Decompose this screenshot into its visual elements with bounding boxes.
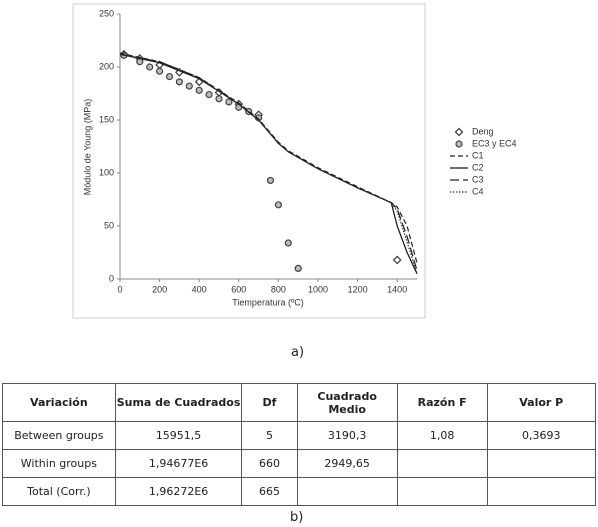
table-header: Variación Suma de Cuadrados Df Cuadrado Med… xyxy=(2,383,597,422)
chart: Tiemperatura (ºC) Módulo de Young (MPa) … xyxy=(72,3,517,319)
table-caption: b) xyxy=(290,510,304,525)
table-cell xyxy=(486,477,597,506)
point xyxy=(195,86,203,94)
legend-label: C3 xyxy=(472,174,484,184)
line xyxy=(119,53,418,274)
table-cell: Cuadrado Medio xyxy=(296,383,398,422)
table-cell xyxy=(396,477,488,506)
x-tick-label: 1000 xyxy=(308,284,328,294)
y-tick-label: 50 xyxy=(104,220,114,230)
legend-marker xyxy=(454,127,464,137)
point xyxy=(392,255,402,265)
table-cell: 665 xyxy=(241,477,298,506)
table-row: Within groups 1,94677E6 660 2949,65 xyxy=(2,449,597,478)
x-tick-label: 200 xyxy=(152,284,167,294)
x-tick-label: 800 xyxy=(271,284,286,294)
point xyxy=(215,95,223,103)
y-tick-label: 200 xyxy=(99,61,114,71)
point xyxy=(205,90,213,99)
point xyxy=(284,239,292,247)
legend-label: C4 xyxy=(472,186,484,196)
table-cell: Within groups xyxy=(2,449,116,478)
x-tick-label: 0 xyxy=(117,284,122,294)
point xyxy=(266,176,275,185)
table-row: Total (Corr.) 1,96272E6 665 xyxy=(2,477,597,506)
table-cell: 2949,65 xyxy=(296,449,398,478)
chart-frame xyxy=(72,3,426,319)
table-cell: 1,08 xyxy=(396,421,488,450)
x-axis-label: Tiemperatura (ºC) xyxy=(232,297,303,307)
y-tick-label: 250 xyxy=(99,8,114,18)
anova-table: Variación Suma de Cuadrados Df Cuadrado Med… xyxy=(2,383,597,506)
x-tick-label: 400 xyxy=(192,284,207,294)
table-cell: 0,3693 xyxy=(486,421,597,450)
legend-label: C1 xyxy=(472,150,484,160)
point xyxy=(274,201,282,209)
table-cell: 3190,3 xyxy=(296,421,398,450)
table-cell xyxy=(486,449,597,478)
table-cell: Razón F xyxy=(396,383,488,422)
table-cell: Variación xyxy=(2,383,116,422)
table-cell: Valor P xyxy=(486,383,597,422)
table-cell: 660 xyxy=(241,449,298,478)
y-tick-label: 150 xyxy=(99,114,114,124)
chart-caption: a) xyxy=(291,345,305,360)
line xyxy=(119,53,418,271)
table-cell: 1,96272E6 xyxy=(114,477,243,506)
point xyxy=(146,63,154,71)
point xyxy=(156,67,164,75)
y-axis-label: Módulo de Young (MPa) xyxy=(82,99,92,196)
table-cell: Suma de Cuadrados xyxy=(114,383,243,422)
table-cell xyxy=(396,449,488,478)
line xyxy=(119,52,418,264)
x-tick-label: 1400 xyxy=(387,284,407,294)
table-row: Between groups 15951,5 5 3190,3 1,08 0,3693 xyxy=(2,421,597,450)
y-tick-label: 0 xyxy=(109,273,114,283)
legend-marker xyxy=(455,140,463,148)
legend-label: C2 xyxy=(472,162,484,172)
table-cell: 15951,5 xyxy=(114,421,243,450)
point xyxy=(136,58,144,66)
y-tick-label: 100 xyxy=(99,167,114,177)
x-tick-label: 600 xyxy=(231,284,246,294)
x-tick-label: 1200 xyxy=(348,284,368,294)
point xyxy=(185,82,193,90)
legend-label: EC3 y EC4 xyxy=(472,138,517,148)
point xyxy=(175,78,183,86)
point xyxy=(294,264,302,272)
point xyxy=(165,72,174,81)
legend-label: Deng xyxy=(472,126,494,136)
table-cell xyxy=(296,477,398,506)
line xyxy=(119,53,418,274)
table-cell: Total (Corr.) xyxy=(2,477,116,506)
table-cell: 5 xyxy=(241,421,298,450)
table-cell: Df xyxy=(241,383,298,422)
table-cell: 1,94677E6 xyxy=(114,449,243,478)
table-cell: Between groups xyxy=(2,421,116,450)
point xyxy=(225,98,233,106)
